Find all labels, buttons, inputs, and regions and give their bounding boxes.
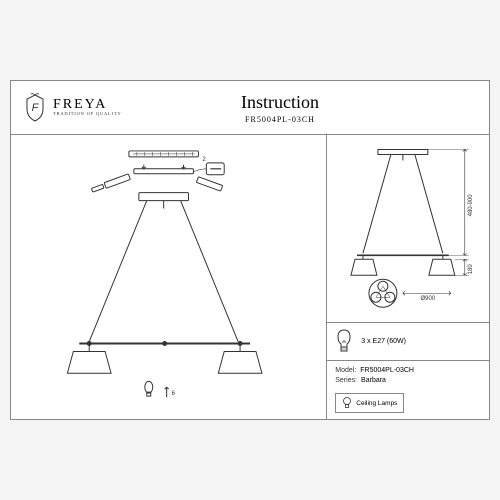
doc-code: FR5004PL-03CH [143,115,417,124]
model-label: Model: [335,367,356,374]
header: F FREYA TRADITION OF QUALITY Instruction… [11,81,489,135]
logo-block: F FREYA TRADITION OF QUALITY [23,93,143,123]
assembly-panel: 2 [11,135,327,419]
bulb-spec: 3 x E27 (60W) [361,338,406,345]
series-value: Barbara [361,377,386,384]
dim-height: 480-900 [468,194,474,217]
right-column: 480-900 180 Ø900 3 x E27 (60W) [327,135,489,419]
lamp-icon [342,396,352,410]
body: 2 [11,135,489,419]
brand-tagline: TRADITION OF QUALITY [53,112,122,117]
svg-text:6: 6 [172,391,176,397]
instruction-sheet: F FREYA TRADITION OF QUALITY Instruction… [10,80,490,420]
svg-text:F: F [32,102,40,114]
category-badge: Ceiling Lamps [335,393,404,413]
dimension-panel: 480-900 180 Ø900 [327,135,489,323]
brand-name: FREYA [53,98,122,112]
bulb-icon [335,328,353,354]
assembly-diagram: 2 [19,143,318,411]
dimension-diagram: 480-900 180 Ø900 [333,141,483,316]
specs-panel: Model: FR5004PL-03CH Series: Barbara Cei… [327,361,489,419]
doc-title: Instruction [143,92,417,113]
dim-shade-h: 180 [468,264,474,275]
series-label: Series: [335,377,357,384]
electrical-panel: 3 x E27 (60W) [327,323,489,361]
brand-crest-icon: F [23,93,47,123]
dim-diameter: Ø900 [421,296,436,302]
svg-text:2: 2 [202,157,205,163]
model-value: FR5004PL-03CH [360,367,414,374]
category-label: Ceiling Lamps [356,400,397,407]
title-block: Instruction FR5004PL-03CH [143,92,417,124]
